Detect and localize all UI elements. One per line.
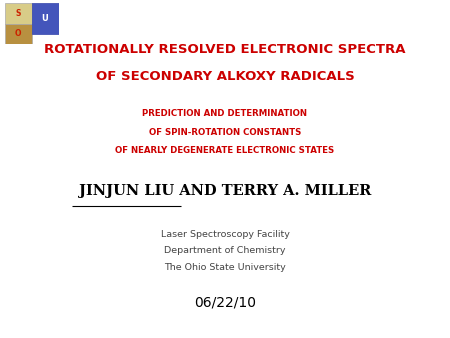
Bar bbox=[32, 3, 58, 34]
Text: OF SPIN-ROTATION CONSTANTS: OF SPIN-ROTATION CONSTANTS bbox=[149, 128, 301, 137]
Text: The Ohio State University: The Ohio State University bbox=[164, 263, 286, 271]
Text: JINJUN LIU AND TERRY A. MILLER: JINJUN LIU AND TERRY A. MILLER bbox=[79, 184, 371, 198]
Text: OF SECONDARY ALKOXY RADICALS: OF SECONDARY ALKOXY RADICALS bbox=[95, 70, 355, 82]
Text: 06/22/10: 06/22/10 bbox=[194, 295, 256, 310]
Text: ROTATIONALLY RESOLVED ELECTRONIC SPECTRA: ROTATIONALLY RESOLVED ELECTRONIC SPECTRA bbox=[44, 43, 406, 55]
Bar bbox=[4, 3, 32, 24]
Bar bbox=[4, 24, 32, 44]
Text: S: S bbox=[15, 9, 21, 18]
Text: Department of Chemistry: Department of Chemistry bbox=[164, 246, 286, 255]
Text: PREDICTION AND DETERMINATION: PREDICTION AND DETERMINATION bbox=[143, 109, 307, 118]
Text: Laser Spectroscopy Facility: Laser Spectroscopy Facility bbox=[161, 231, 289, 239]
Text: U: U bbox=[41, 14, 49, 23]
Text: O: O bbox=[15, 29, 21, 38]
Text: OF NEARLY DEGENERATE ELECTRONIC STATES: OF NEARLY DEGENERATE ELECTRONIC STATES bbox=[115, 146, 335, 155]
